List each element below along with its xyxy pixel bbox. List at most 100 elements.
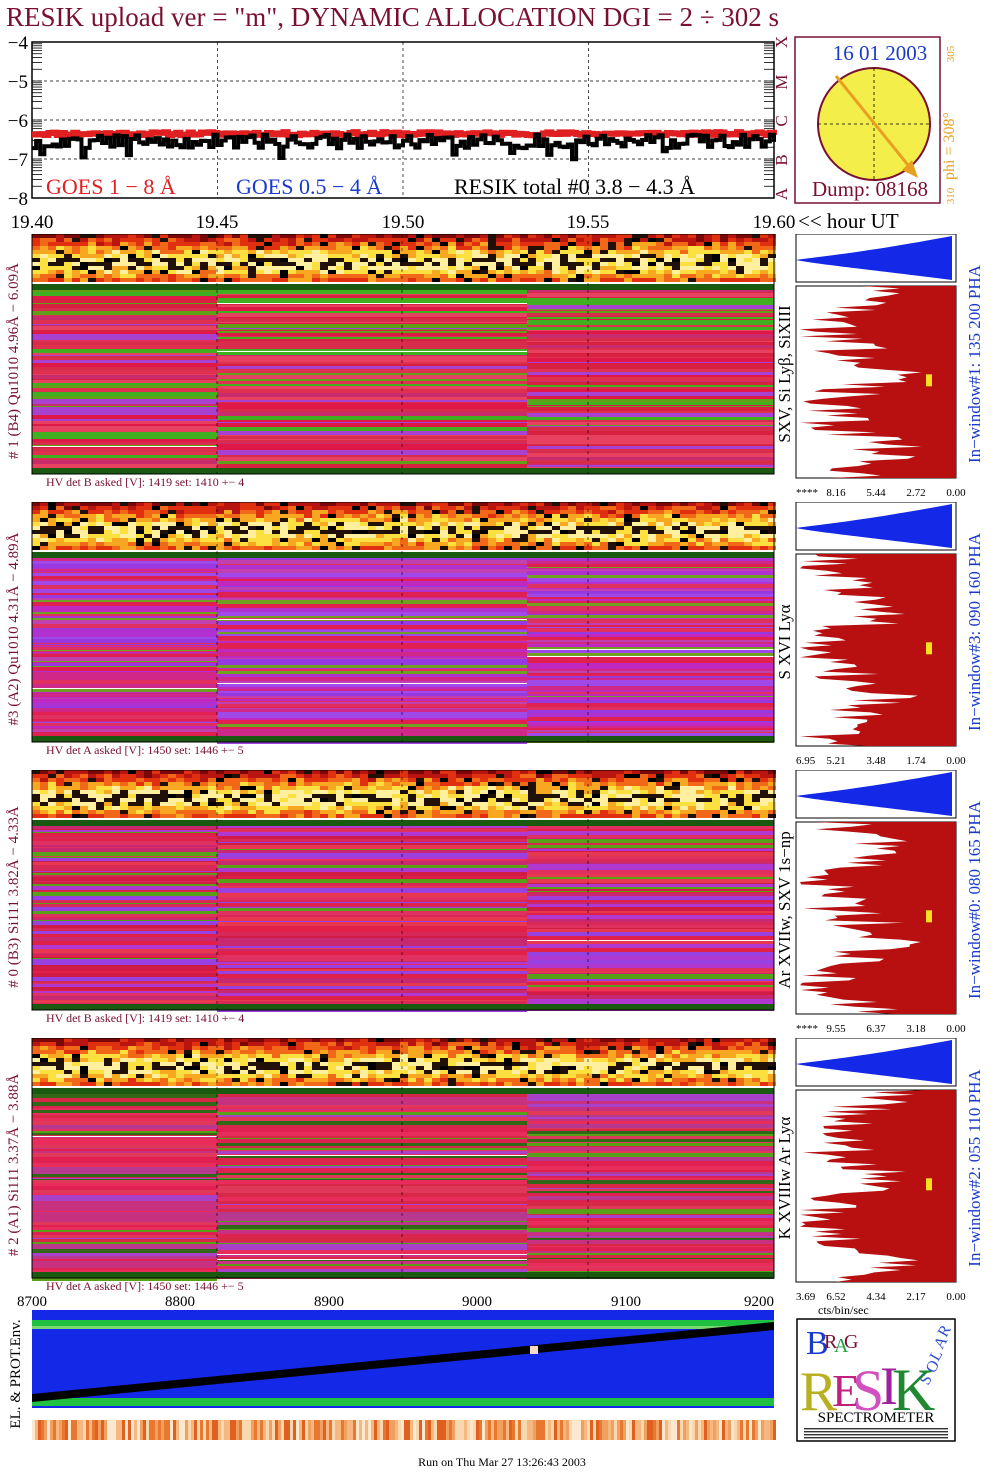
spectrum-cell	[648, 538, 656, 542]
spectrum-cell	[608, 258, 616, 262]
spectrum-cell	[288, 790, 296, 794]
spectrum-cell	[408, 502, 416, 506]
spectrum-cell	[408, 274, 416, 278]
spectrum-stripe	[32, 303, 217, 304]
spectrum-cell	[640, 1058, 648, 1062]
spectrum-stripe	[32, 965, 217, 968]
spectrum-cell	[128, 530, 136, 534]
spectrum-cell	[440, 798, 448, 802]
spectrum-cell	[224, 794, 232, 798]
spectrum-cell	[168, 1050, 176, 1054]
spectrum-cell	[704, 526, 712, 530]
spectrum-cell	[288, 514, 296, 518]
spectrum-cell	[752, 770, 760, 774]
spectrum-cell	[120, 1042, 128, 1046]
spectrum-cell	[768, 250, 776, 254]
spectrum-stripe	[32, 957, 217, 958]
spectrum-cell	[64, 790, 72, 794]
spectrum-cell	[208, 1062, 216, 1066]
spectrum-cell	[616, 506, 624, 510]
spectrum-cell	[376, 250, 384, 254]
spectrum-cell	[424, 786, 432, 790]
spectrum-cell	[608, 770, 616, 774]
spectrum-cell	[696, 278, 704, 282]
spectrum-cell	[336, 270, 344, 274]
spectrum-cell	[648, 526, 656, 530]
spectrum-cell	[328, 1062, 336, 1066]
spectrum-cell	[544, 806, 552, 810]
spectrum-cell	[632, 774, 640, 778]
spectrum-cell	[424, 798, 432, 802]
spectrum-cell	[656, 546, 664, 550]
spectrum-cell	[688, 534, 696, 538]
spectrum-cell	[736, 814, 744, 818]
spectrum-cell	[288, 802, 296, 806]
spectrum-cell	[520, 506, 528, 510]
spectrum-cell	[96, 1038, 104, 1042]
spectrum-cell	[632, 546, 640, 550]
spectrum-cell	[144, 258, 152, 262]
spectrum-cell	[680, 1066, 688, 1070]
spectrum-cell	[688, 810, 696, 814]
spectrum-cell	[552, 258, 560, 262]
spectrum-cell	[488, 518, 496, 522]
spectrum-cell	[648, 254, 656, 258]
spectrum-cell	[104, 814, 112, 818]
spectrum-cell	[208, 782, 216, 786]
spectrum-cell	[528, 798, 536, 802]
spectrum-cell	[728, 790, 736, 794]
spectrum-cell	[648, 274, 656, 278]
spectrum-cell	[648, 814, 656, 818]
spectrum-cell	[40, 1062, 48, 1066]
x-tick-label: 19.60	[753, 212, 796, 233]
spectrum-cell	[424, 1050, 432, 1054]
spectrum-cell	[504, 238, 512, 242]
spectrum-cell	[200, 1062, 208, 1066]
spectrum-stripe	[217, 336, 527, 337]
spectrum-cell	[576, 542, 584, 546]
spectrum-cell	[424, 542, 432, 546]
spectrum-cell	[312, 786, 320, 790]
spectrum-cell	[40, 1058, 48, 1062]
spectrum-cell	[120, 510, 128, 514]
spectrum-cell	[120, 1070, 128, 1074]
spectrum-stripe	[217, 929, 527, 932]
spectrum-cell	[568, 1054, 576, 1058]
spectrum-cell	[416, 1050, 424, 1054]
spectrum-cell	[48, 1062, 56, 1066]
spectrum-cell	[328, 530, 336, 534]
spectrum-cell	[600, 506, 608, 510]
spectrum-cell	[144, 254, 152, 258]
spectrum-cell	[248, 770, 256, 774]
spectrum-cell	[584, 546, 592, 550]
spectrum-cell	[144, 510, 152, 514]
spectrum-cell	[216, 1070, 224, 1074]
spectrum-cell	[720, 502, 728, 506]
spectrum-cell	[656, 506, 664, 510]
spectrum-cell	[472, 522, 480, 526]
spectrum-stripe	[217, 351, 527, 355]
spectrum-cell	[152, 1058, 160, 1062]
spectrum-stripe	[217, 661, 527, 665]
spectrum-cell	[720, 526, 728, 530]
spectrum-stripe	[32, 375, 217, 379]
spectrum-cell	[464, 1046, 472, 1050]
spectrum-stripe	[32, 884, 217, 886]
spectrum-cell	[104, 806, 112, 810]
spectrum-cell	[752, 258, 760, 262]
spectrum-cell	[32, 518, 40, 522]
spectrum-cell	[672, 782, 680, 786]
spectrum-cell	[744, 510, 752, 514]
spectrum-stripe	[217, 996, 527, 1000]
spectrum-cell	[528, 266, 536, 270]
spectrum-cell	[80, 514, 88, 518]
spectrum-cell	[128, 778, 136, 782]
spectrum-cell	[672, 534, 680, 538]
spectrum-cell	[328, 778, 336, 782]
spectrum-cell	[584, 258, 592, 262]
spectrum-cell	[432, 266, 440, 270]
spectrum-cell	[272, 1038, 280, 1042]
spectrum-cell	[232, 1046, 240, 1050]
spectrum-cell	[672, 526, 680, 530]
spectrum-cell	[112, 510, 120, 514]
